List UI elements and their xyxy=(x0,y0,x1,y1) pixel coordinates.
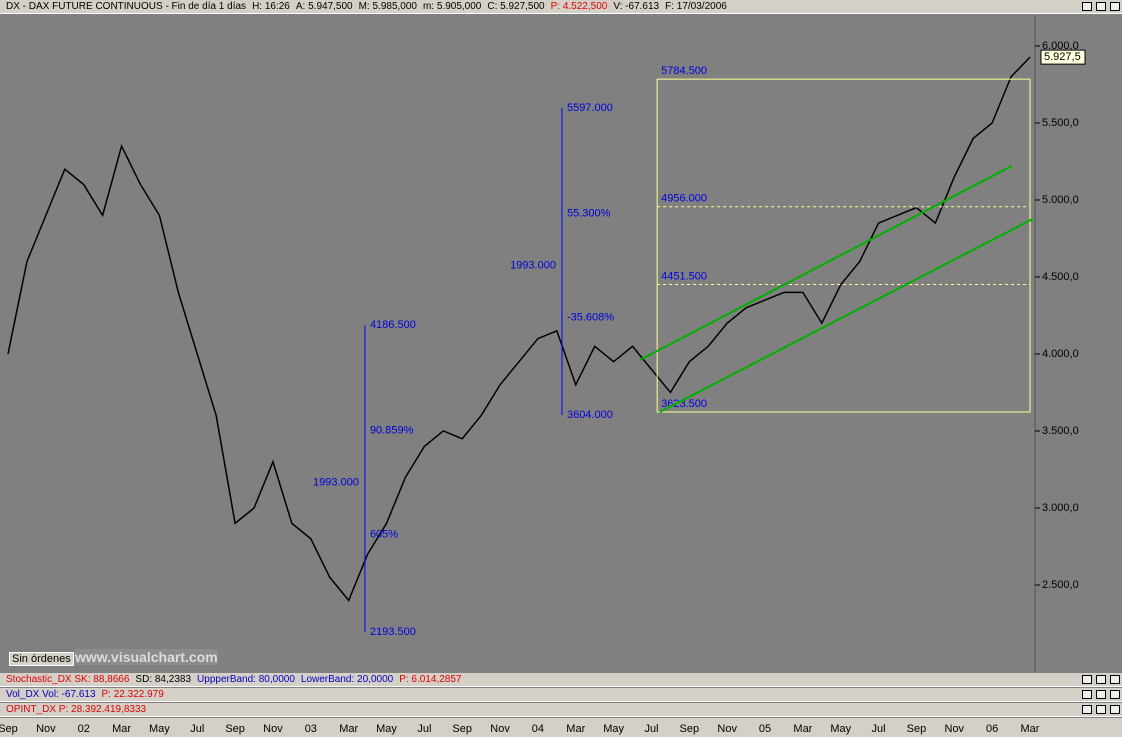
x-tick-label: Nov xyxy=(945,723,965,735)
pane: Vol_DX Vol: -67.613 P: 22.322.979 xyxy=(0,688,1122,702)
pane-field: LowerBand: 20,0000 xyxy=(300,674,394,685)
x-tick-label: Mar xyxy=(339,723,358,735)
x-tick-label: Mar xyxy=(112,723,131,735)
watermark: www.visualchart.com xyxy=(75,649,218,665)
retracement-label: 4451.500 xyxy=(661,270,707,282)
y-tick-label: 3.500,0 xyxy=(1042,425,1079,437)
y-tick-label: 5.500,0 xyxy=(1042,117,1079,129)
current-price-box xyxy=(1040,49,1086,65)
measure-high: 5597.000 xyxy=(567,102,613,114)
pane: OPINT_DX P: 28.392.419,8333 xyxy=(0,703,1122,717)
x-tick-label: Jul xyxy=(872,723,886,735)
title: DX - DAX FUTURE CONTINUOUS - Fin de día … xyxy=(6,1,247,12)
y-tick-label: 2.500,0 xyxy=(1042,579,1079,591)
header-field: V: -67.613 xyxy=(613,1,660,12)
current-price: 5.927,5 xyxy=(1044,51,1081,63)
close-button[interactable] xyxy=(1110,2,1120,11)
x-tick-label: 02 xyxy=(78,723,90,735)
trendline xyxy=(639,165,1013,361)
x-tick-label: Sep xyxy=(907,723,927,735)
measure-pct: -35.608% xyxy=(567,311,614,323)
header-field: H: 16:26 xyxy=(252,1,290,12)
pane-field: OPINT_DX P: 28.392.419,8333 xyxy=(6,704,147,715)
header-field: m: 5.905,000 xyxy=(422,1,482,12)
y-tick-label: 4.000,0 xyxy=(1042,348,1079,360)
x-tick-label: Nov xyxy=(263,723,283,735)
measure-high: 4186.500 xyxy=(370,319,416,331)
x-tick-label: Nov xyxy=(36,723,56,735)
pane: Stochastic_DX SK: 88,8666 SD: 84,2383 Uppp… xyxy=(0,673,1122,687)
trendline xyxy=(659,218,1034,413)
header-field: M: 5.985,000 xyxy=(358,1,417,12)
x-tick-label: May xyxy=(830,723,851,735)
measure-range: 1993.000 xyxy=(510,259,556,271)
header-field: P: 4.522,500 xyxy=(550,1,608,12)
x-tick-label: 06 xyxy=(986,723,998,735)
x-tick-label: Sep xyxy=(0,723,18,735)
retracement-label: 4956.000 xyxy=(661,193,707,205)
maximize-button[interactable] xyxy=(1096,675,1106,684)
x-tick-label: Mar xyxy=(566,723,585,735)
y-tick-label: 5.000,0 xyxy=(1042,194,1079,206)
maximize-button[interactable] xyxy=(1096,2,1106,11)
y-tick-label: 6.000,0 xyxy=(1042,40,1079,52)
header-field: C: 5.927,500 xyxy=(487,1,545,12)
close-button[interactable] xyxy=(1110,675,1120,684)
retracement-label: 5784.500 xyxy=(661,65,707,77)
x-tick-label: Sep xyxy=(225,723,245,735)
x-tick-label: Mar xyxy=(1021,723,1040,735)
minimize-button[interactable] xyxy=(1082,2,1092,11)
measure-pct: 55.300% xyxy=(567,207,611,219)
minimize-button[interactable] xyxy=(1082,690,1092,699)
measure-pct: 605% xyxy=(370,529,398,541)
x-tick-label: Sep xyxy=(680,723,700,735)
y-tick-label: 4.500,0 xyxy=(1042,271,1079,283)
pane-field: P: 6.014,2857 xyxy=(399,674,462,685)
pane-field: UppperBand: 80,0000 xyxy=(197,674,295,685)
measure-low: 3604.000 xyxy=(567,409,613,421)
x-axis-bg xyxy=(0,718,1122,737)
x-tick-label: Mar xyxy=(793,723,812,735)
orders-button[interactable]: Sin órdenes xyxy=(9,652,74,666)
minimize-button[interactable] xyxy=(1082,705,1092,714)
measure-low: 2193.500 xyxy=(370,626,416,638)
x-tick-label: May xyxy=(149,723,170,735)
price-line xyxy=(7,56,1031,602)
x-tick-label: 04 xyxy=(532,723,544,735)
close-button[interactable] xyxy=(1110,705,1120,714)
pane-field: Stochastic_DX SK: 88,8666 xyxy=(6,674,130,685)
x-tick-label: Jul xyxy=(417,723,431,735)
x-tick-label: Sep xyxy=(452,723,472,735)
retracement-box xyxy=(656,78,1031,413)
y-tick-label: 3.000,0 xyxy=(1042,502,1079,514)
retracement-label: 3623.500 xyxy=(661,398,707,410)
x-tick-label: May xyxy=(376,723,397,735)
measure-range: 1993.000 xyxy=(313,477,359,489)
pane-field: Vol_DX Vol: -67.613 xyxy=(6,689,96,700)
maximize-button[interactable] xyxy=(1096,705,1106,714)
measure-pct: 90.859% xyxy=(370,425,414,437)
pane-field: SD: 84,2383 xyxy=(135,674,192,685)
header-field: F: 17/03/2006 xyxy=(665,1,727,12)
x-tick-label: Jul xyxy=(190,723,204,735)
minimize-button[interactable] xyxy=(1082,675,1092,684)
pane-field: P: 22.322.979 xyxy=(101,689,164,700)
x-tick-label: Nov xyxy=(717,723,737,735)
x-tick-label: Nov xyxy=(490,723,510,735)
x-tick-label: May xyxy=(603,723,624,735)
close-button[interactable] xyxy=(1110,690,1120,699)
header-field: A: 5.947,500 xyxy=(295,1,353,12)
x-tick-label: 05 xyxy=(759,723,771,735)
maximize-button[interactable] xyxy=(1096,690,1106,699)
x-tick-label: 03 xyxy=(305,723,317,735)
title-bar: DX - DAX FUTURE CONTINUOUS - Fin de día … xyxy=(0,0,1122,14)
x-tick-label: Jul xyxy=(644,723,658,735)
